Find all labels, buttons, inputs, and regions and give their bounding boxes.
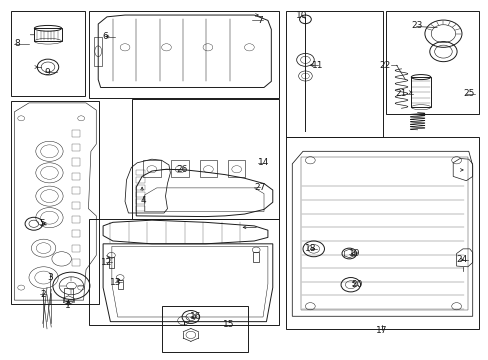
Bar: [72, 230, 80, 237]
Text: 21: 21: [394, 89, 406, 98]
Text: 11: 11: [311, 61, 323, 70]
Bar: [253, 252, 259, 262]
Bar: [136, 206, 144, 211]
Text: 18: 18: [305, 244, 316, 253]
Bar: [136, 192, 144, 197]
Text: 2: 2: [40, 289, 45, 298]
Text: 10: 10: [296, 10, 307, 19]
Bar: [410, 77, 430, 107]
Bar: [72, 144, 80, 151]
Bar: [161, 306, 248, 352]
Text: 12: 12: [101, 258, 112, 267]
Bar: [285, 11, 383, 137]
Text: 20: 20: [351, 280, 363, 289]
Text: 14: 14: [258, 158, 269, 167]
Text: 17: 17: [375, 326, 387, 335]
Text: 23: 23: [410, 21, 422, 30]
Bar: [136, 199, 144, 204]
Text: 7: 7: [257, 16, 263, 25]
Text: 19: 19: [348, 249, 360, 258]
Text: 25: 25: [462, 89, 474, 98]
Text: 5: 5: [40, 219, 45, 228]
Bar: [118, 280, 122, 289]
Bar: [94, 37, 102, 66]
Bar: [72, 259, 80, 266]
Bar: [72, 216, 80, 223]
Bar: [109, 257, 114, 268]
Bar: [72, 244, 80, 252]
Text: 3: 3: [47, 273, 53, 282]
Bar: [385, 11, 478, 114]
Bar: [89, 11, 278, 98]
Bar: [136, 177, 144, 183]
Bar: [72, 158, 80, 166]
Text: 6: 6: [102, 32, 108, 41]
Bar: [285, 137, 478, 329]
Bar: [143, 160, 160, 177]
Text: 24: 24: [456, 255, 467, 264]
Text: 1: 1: [65, 301, 71, 310]
Text: 26: 26: [176, 165, 187, 174]
Text: 15: 15: [222, 320, 234, 329]
Bar: [136, 185, 144, 190]
Bar: [72, 173, 80, 180]
Bar: [11, 11, 84, 96]
Bar: [11, 101, 99, 304]
Text: 16: 16: [189, 312, 201, 321]
Text: 8: 8: [14, 39, 20, 48]
Bar: [72, 130, 80, 137]
Bar: [132, 99, 278, 220]
Bar: [227, 160, 245, 177]
Text: 4: 4: [140, 196, 145, 205]
Text: 9: 9: [44, 68, 50, 77]
Bar: [171, 160, 188, 177]
Bar: [89, 220, 278, 325]
Text: 13: 13: [110, 278, 122, 287]
Bar: [72, 187, 80, 194]
Bar: [34, 28, 61, 41]
Text: 22: 22: [379, 61, 390, 70]
Bar: [199, 160, 217, 177]
Bar: [300, 157, 467, 310]
Bar: [64, 288, 73, 301]
Text: 27: 27: [254, 183, 265, 192]
Bar: [72, 202, 80, 209]
Bar: [136, 170, 144, 175]
